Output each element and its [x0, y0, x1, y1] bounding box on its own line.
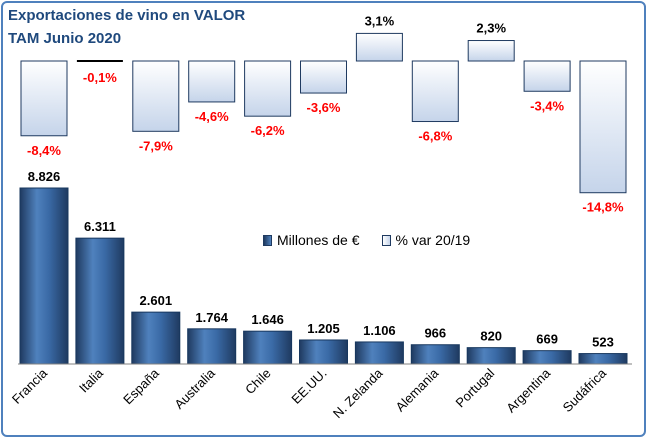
variation-label: -8,4% — [27, 143, 61, 158]
variation-label: -6,8% — [418, 129, 452, 144]
bar-value-label: 1.106 — [363, 323, 396, 338]
variation-label: -0,1% — [83, 70, 117, 85]
variation-label: -6,2% — [251, 123, 285, 138]
bar — [187, 328, 237, 365]
bar-value-label: 1.764 — [195, 310, 228, 325]
bar — [522, 350, 572, 365]
legend-label-millions: Millones de € — [277, 232, 360, 248]
bar — [299, 339, 348, 365]
variation-label: -14,8% — [582, 200, 624, 215]
value-series: 8.826 6.311 2.601 1.764 1.646 1.205 1.106 966 82… — [19, 169, 628, 365]
bar-value-label: 6.311 — [84, 219, 116, 234]
bar-value-label: 1.205 — [307, 321, 340, 336]
chart-subtitle: TAM Junio 2020 — [8, 30, 122, 47]
legend-label-variation: % var 20/19 — [395, 232, 471, 248]
bar-value-label: 820 — [480, 329, 502, 344]
category-label: Sudáfrica — [560, 365, 610, 415]
variation-box — [467, 40, 515, 62]
bar-value-label: 669 — [536, 332, 558, 347]
category-label: Portugal — [452, 365, 497, 410]
bar — [578, 353, 628, 365]
variation-label: 3,1% — [365, 13, 395, 28]
chart-title: Exportaciones de vino en VALOR — [8, 7, 246, 24]
bar-value-label: 8.826 — [28, 169, 61, 184]
bar — [410, 344, 460, 365]
legend: Millones de € % var 20/19 — [263, 232, 470, 248]
variation-label: -3,6% — [307, 100, 341, 115]
variation-label: -4,6% — [195, 109, 229, 124]
bar — [354, 341, 404, 365]
variation-label: -7,9% — [139, 138, 173, 153]
category-label: N. Zelanda — [330, 365, 386, 421]
bar-value-label: 2.601 — [140, 293, 173, 308]
variation-box — [411, 60, 459, 123]
variation-box — [355, 32, 403, 62]
variation-box — [523, 60, 571, 92]
variation-box — [188, 60, 236, 103]
variation-box — [244, 60, 292, 117]
bar — [466, 347, 516, 365]
category-axis: Francia Italia España Australia Chile EE.UU. N… — [9, 365, 610, 421]
bar — [243, 330, 293, 365]
category-label: Francia — [9, 365, 51, 407]
category-label: Alemania — [392, 365, 441, 414]
bar-value-label: 1.646 — [251, 312, 284, 327]
legend-swatch-millions — [263, 234, 272, 246]
category-label: Australia — [171, 365, 218, 412]
legend-swatch-variation — [381, 234, 391, 246]
variation-box — [132, 60, 180, 132]
variation-label: -3,4% — [530, 98, 564, 113]
bar-value-label: 523 — [592, 335, 614, 350]
bar — [75, 237, 125, 365]
category-label: Argentina — [503, 365, 554, 416]
variation-label: 2,3% — [476, 21, 506, 36]
bar — [131, 311, 181, 365]
variation-series: -8,4% -0,1% -7,9% -4,6% -6,2% -3,6% 3,1% -6,8% 2… — [20, 13, 627, 215]
variation-box — [20, 60, 68, 137]
bar — [19, 187, 69, 365]
category-label: Chile — [242, 366, 274, 398]
category-label: EE.UU. — [288, 366, 329, 407]
variation-box — [300, 60, 347, 94]
variation-box — [579, 60, 627, 194]
category-label: Italia — [76, 365, 107, 396]
bar-value-label: 966 — [424, 326, 446, 341]
category-label: España — [120, 365, 162, 407]
